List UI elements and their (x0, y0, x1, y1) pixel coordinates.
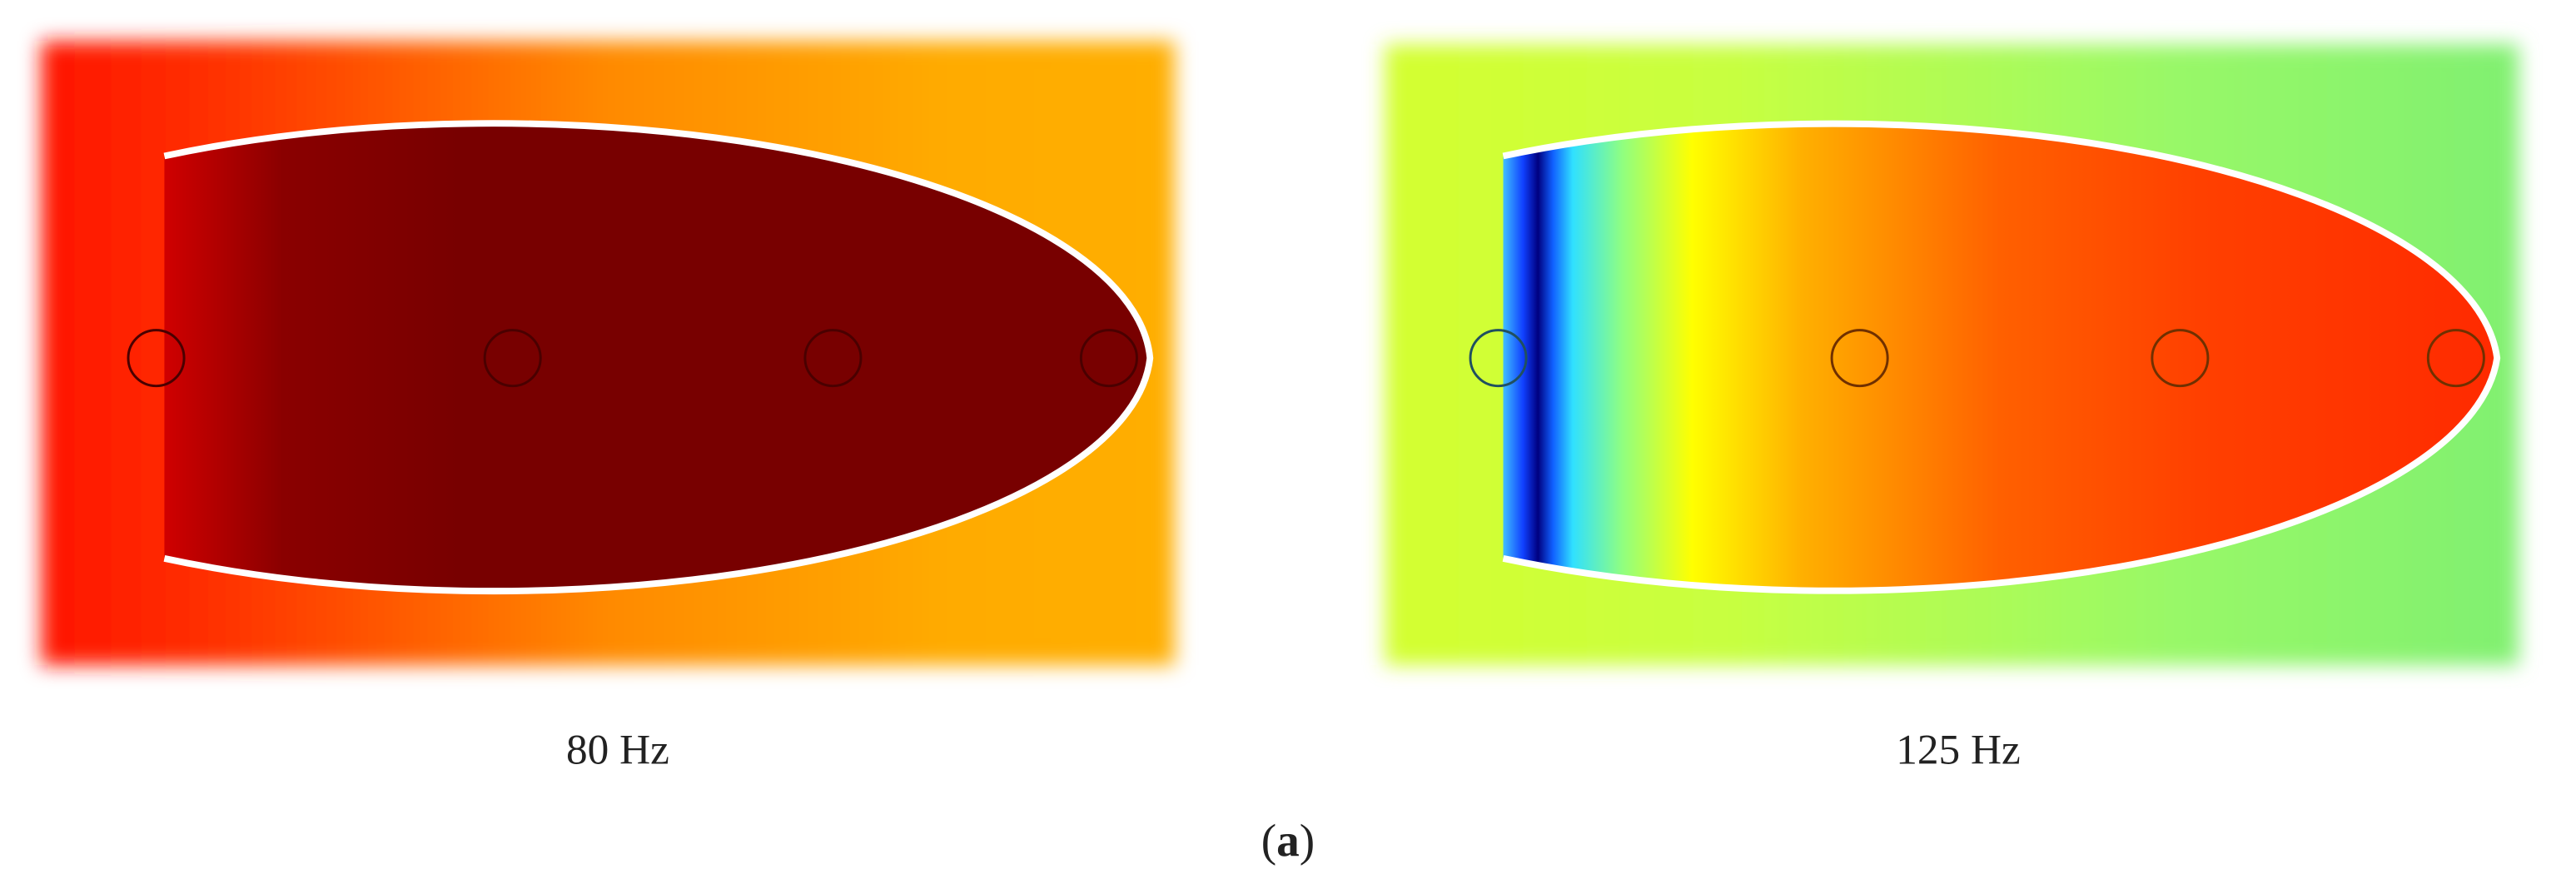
receiver (1469, 329, 1528, 388)
receiver (1079, 329, 1138, 388)
panel-80hz: 80 Hz (41, 41, 1175, 773)
caption: (a) (1261, 815, 1315, 866)
panel-125hz: 125 Hz (1385, 44, 2519, 773)
receiver (2426, 329, 2485, 388)
field-interior (164, 123, 1151, 592)
receiver (2151, 329, 2210, 388)
receiver (127, 329, 186, 388)
receivers (127, 329, 1138, 388)
receiver (803, 329, 863, 388)
receiver (483, 329, 542, 388)
caption-letter: a (1276, 815, 1300, 866)
receiver (1830, 329, 1889, 388)
boundary (1502, 120, 2501, 594)
field-interior (1503, 123, 2498, 591)
caption-paren: ) (1300, 815, 1315, 866)
boundary (163, 120, 1154, 595)
receivers (1469, 329, 2485, 388)
panel-label: 125 Hz (1896, 726, 2021, 773)
panel-label: 80 Hz (566, 726, 669, 773)
caption-paren: ( (1261, 815, 1276, 866)
